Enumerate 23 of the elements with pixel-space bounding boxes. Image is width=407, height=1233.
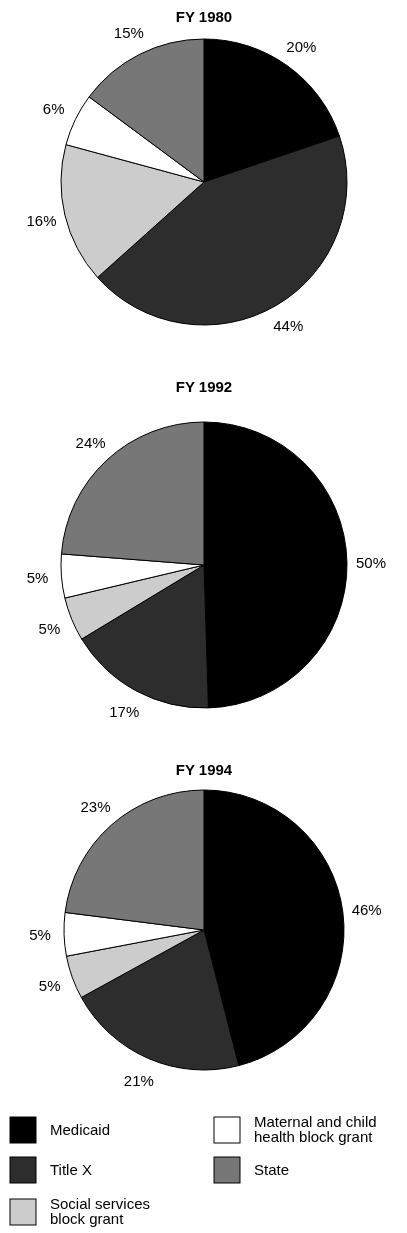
data-label: 5% [38, 976, 61, 994]
data-label: 23% [80, 798, 111, 816]
legend-label: State [254, 1161, 290, 1179]
data-label: 24% [75, 433, 106, 451]
data-label: 5% [26, 569, 49, 587]
data-label: 21% [123, 1071, 154, 1089]
data-label: 44% [273, 317, 304, 335]
data-label: 20% [286, 37, 317, 55]
data-label: 17% [109, 702, 140, 720]
data-label: 50% [355, 553, 386, 571]
data-label: 15% [113, 24, 144, 42]
chart-title: FY 1980 [175, 8, 233, 25]
data-label: 5% [29, 926, 51, 944]
legend-label: Medicaid [50, 1121, 111, 1139]
legend-label: Social services block grant [50, 1195, 151, 1228]
data-label: 46% [351, 900, 382, 918]
legend-label: Title X [50, 1161, 92, 1179]
legend-label: Maternal and child health block grant [254, 1113, 377, 1146]
data-label: 6% [42, 100, 65, 118]
chart-title: FY 1992 [175, 378, 233, 395]
chart-title: FY 1994 [175, 761, 233, 778]
data-label: 5% [38, 619, 61, 637]
data-label: 16% [26, 211, 57, 229]
